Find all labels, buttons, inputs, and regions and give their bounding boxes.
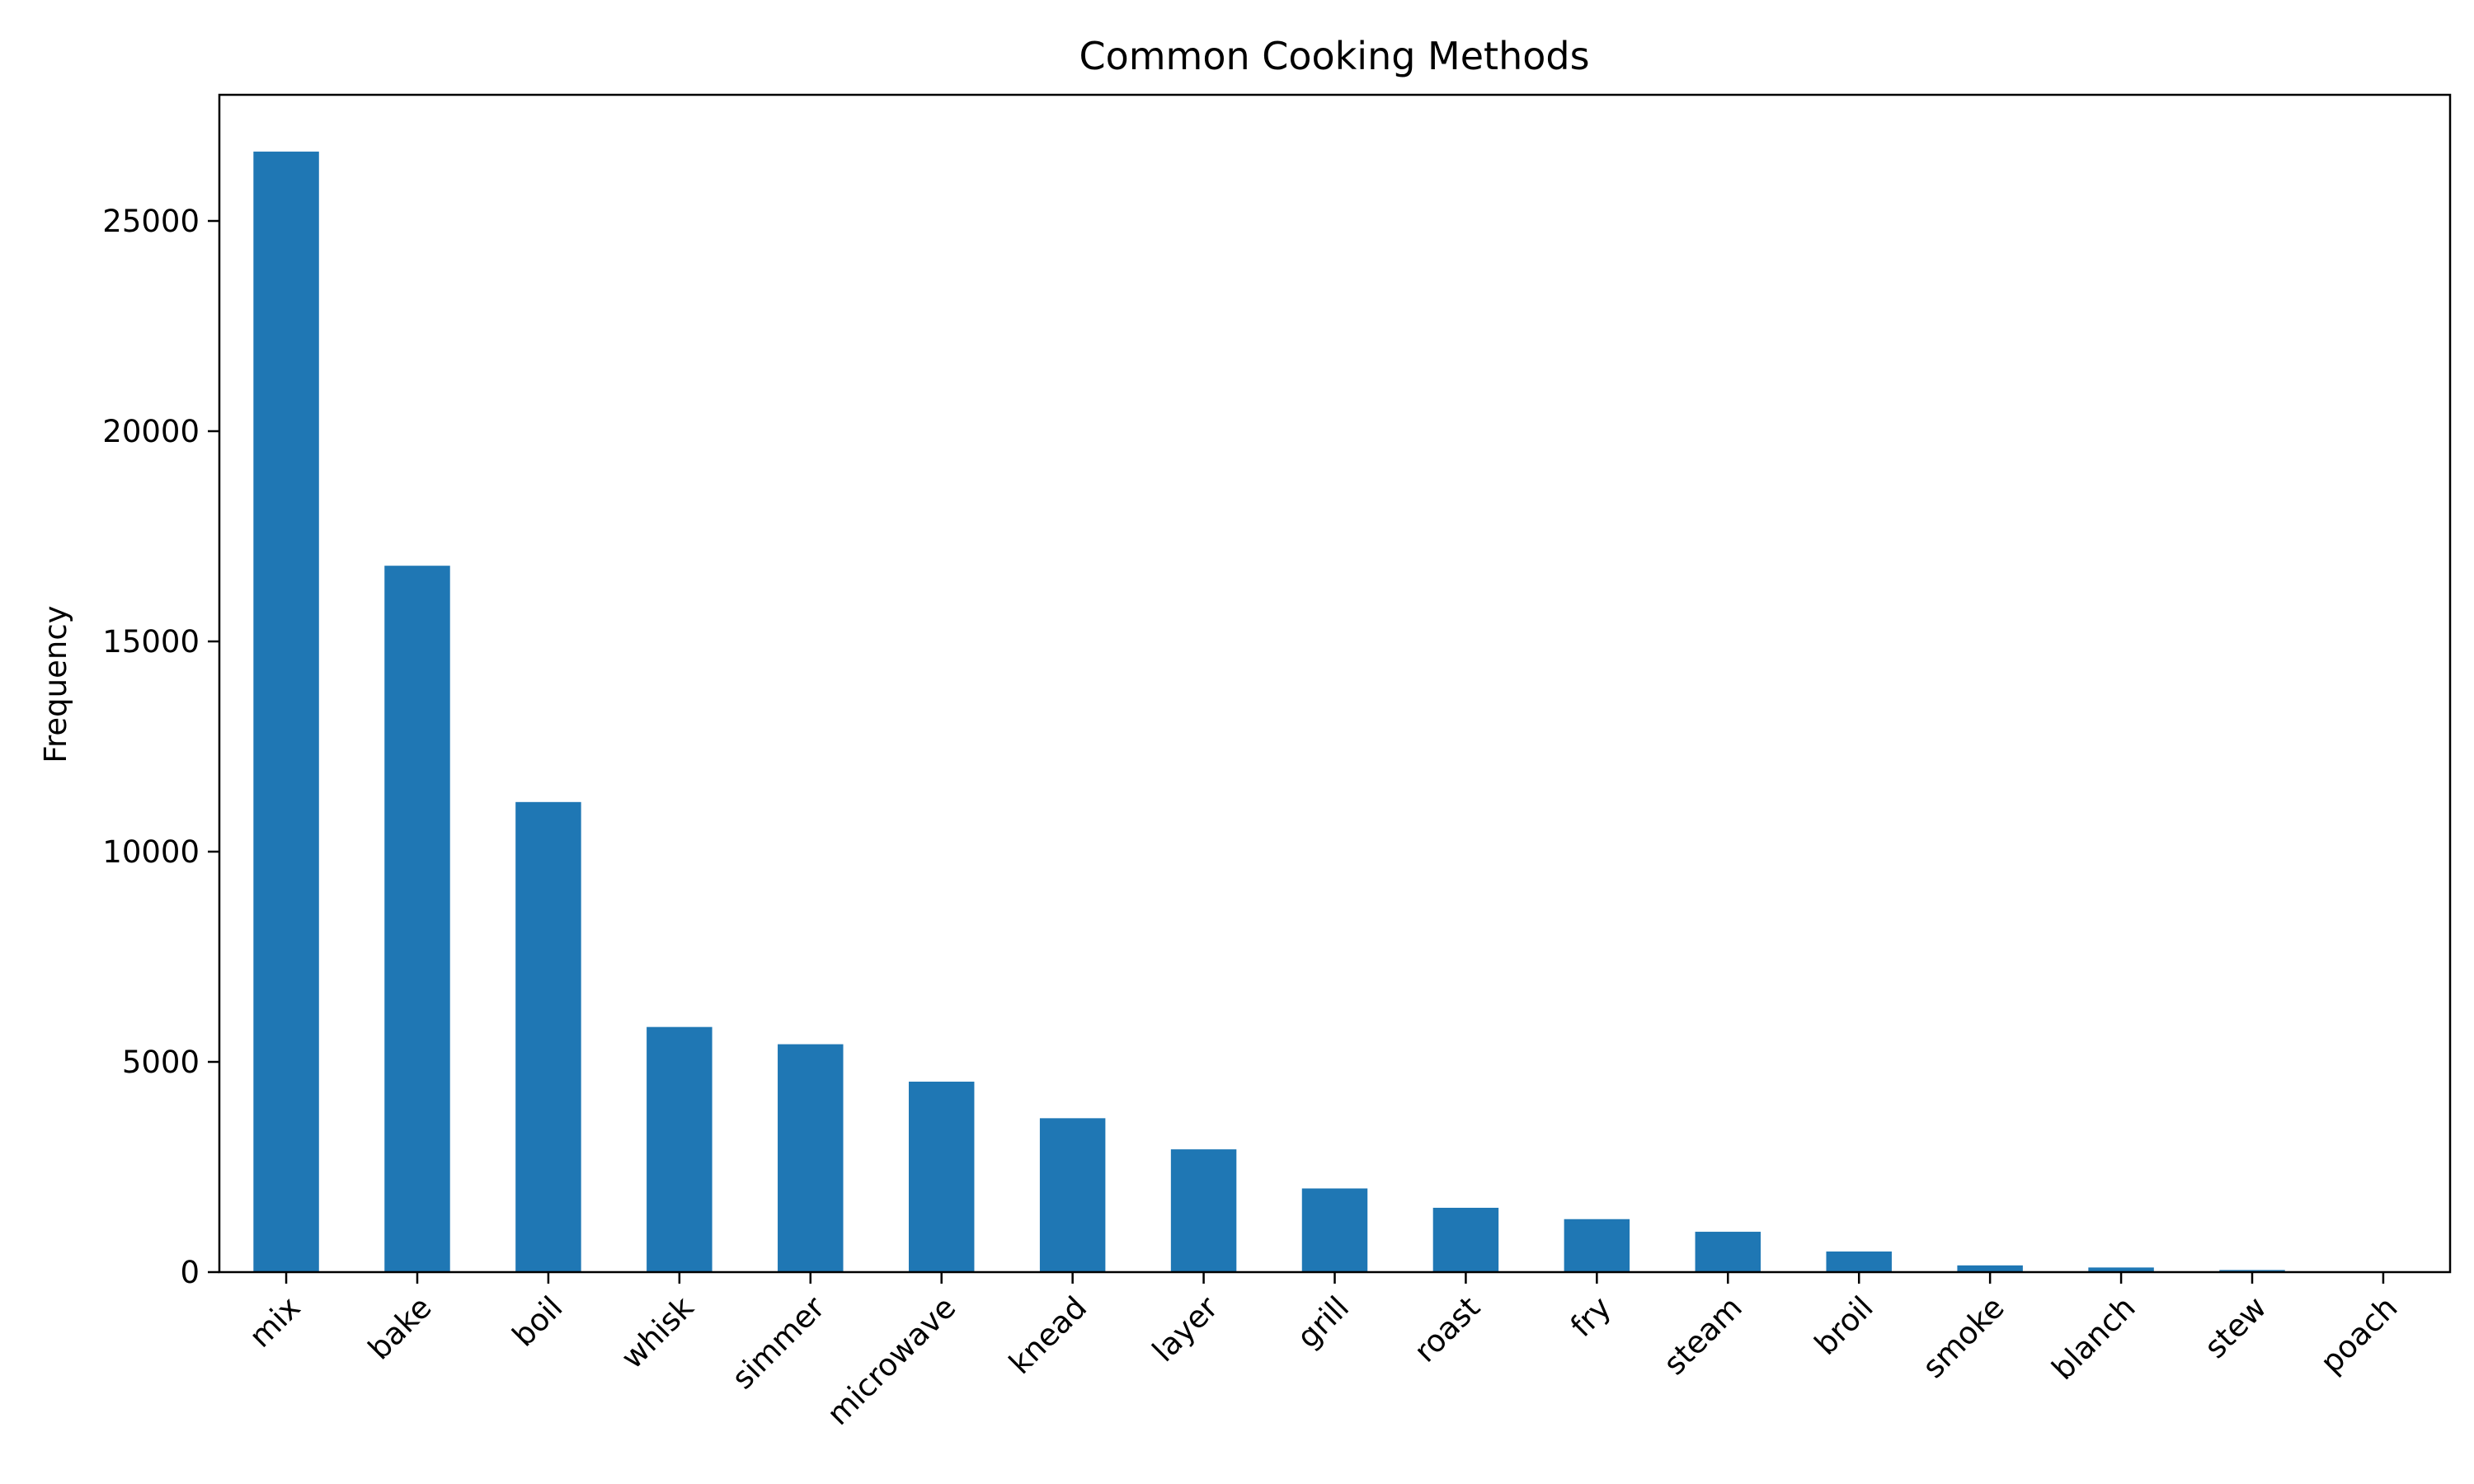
x-tick-label: steam	[1657, 1289, 1749, 1382]
bar-grill	[1301, 1188, 1368, 1272]
x-tick-label: poach	[2314, 1289, 2405, 1380]
bar-simmer	[778, 1044, 844, 1272]
bar-knead	[1039, 1118, 1106, 1272]
x-tick-label: grill	[1291, 1289, 1357, 1355]
bar-bake	[384, 566, 450, 1272]
chart-title: Common Cooking Methods	[1079, 34, 1589, 78]
plot-frame	[218, 93, 2452, 1274]
y-tick-label: 0	[180, 1255, 200, 1290]
x-tick-label: layer	[1145, 1289, 1225, 1369]
bar-roast	[1432, 1207, 1499, 1272]
x-tick-label: blanch	[2045, 1289, 2142, 1387]
x-tick-label: fry	[1564, 1289, 1618, 1344]
bar-steam	[1695, 1232, 1761, 1272]
x-tick-label: smoke	[1916, 1289, 2011, 1385]
y-tick-label: 20000	[102, 414, 200, 449]
x-tick-label: microwave	[821, 1289, 963, 1432]
bars	[253, 151, 2416, 1273]
bar-boil	[515, 801, 581, 1272]
x-tick-label: bake	[361, 1289, 438, 1366]
x-tick-label: simmer	[725, 1289, 832, 1397]
bar-fry	[1564, 1219, 1630, 1272]
y-tick-label: 15000	[102, 624, 200, 660]
x-tick-label: whisk	[614, 1289, 701, 1376]
y-axis-label: Frequency	[38, 605, 73, 763]
y-axis-ticks: 0 5000 10000 15000 20000 25000	[102, 204, 219, 1290]
x-tick-label: boil	[506, 1289, 570, 1354]
bar-stew	[2219, 1270, 2285, 1272]
y-tick-label: 10000	[102, 834, 200, 870]
bar-whisk	[647, 1026, 713, 1272]
x-tick-label: mix	[242, 1289, 308, 1355]
y-tick-label: 5000	[122, 1045, 200, 1080]
bar-mix	[253, 151, 319, 1273]
bar-layer	[1170, 1149, 1237, 1272]
x-tick-label: broil	[1808, 1289, 1880, 1362]
y-tick-label: 25000	[102, 204, 200, 239]
x-tick-label: stew	[2198, 1289, 2274, 1365]
bar-broil	[1826, 1252, 1892, 1272]
x-tick-label: knead	[1002, 1289, 1094, 1381]
bar-microwave	[908, 1081, 975, 1272]
bar-blanch	[2088, 1267, 2154, 1272]
x-tick-label: roast	[1408, 1289, 1488, 1369]
bar-smoke	[1957, 1265, 2023, 1272]
